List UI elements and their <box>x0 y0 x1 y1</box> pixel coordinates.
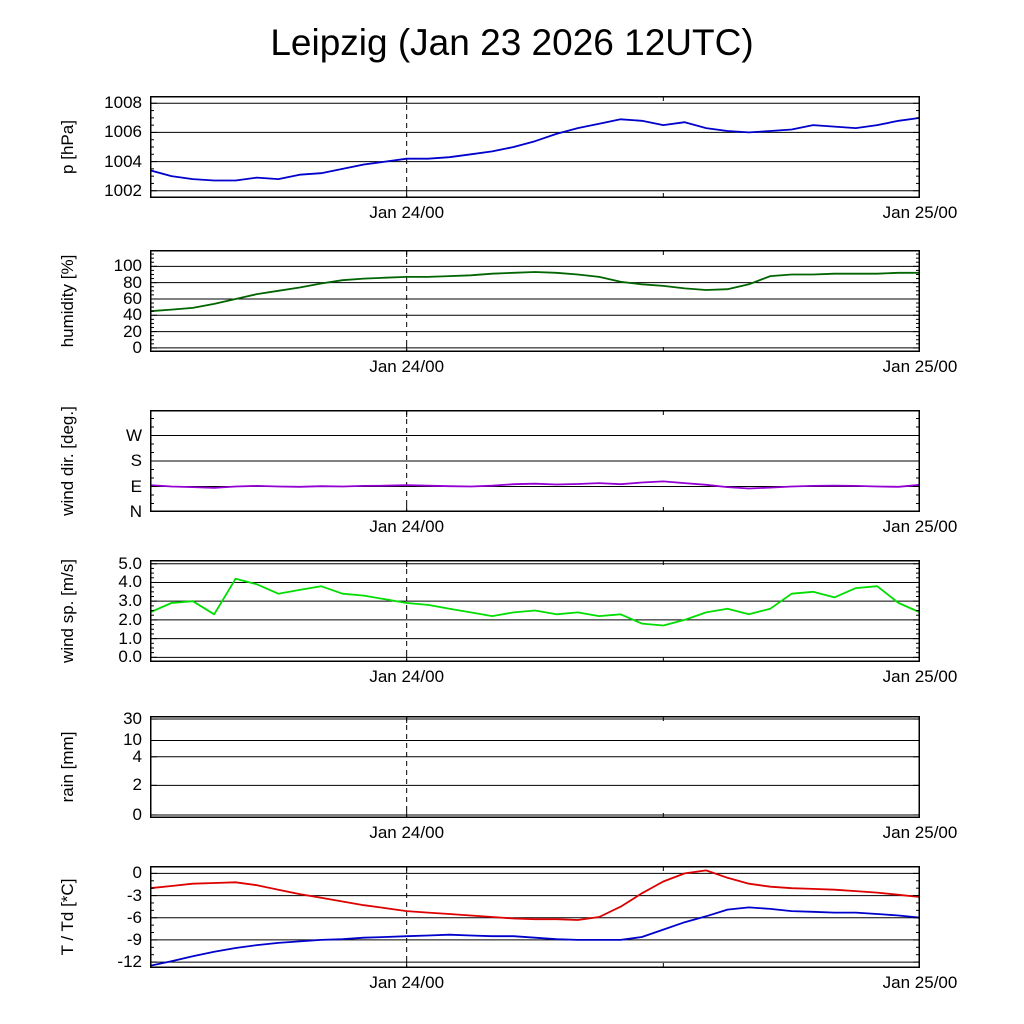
x-tick-label-jan25: Jan 25/00 <box>882 973 958 992</box>
y-tick-label: 1004 <box>104 151 142 171</box>
x-tick-label-jan25: Jan 25/00 <box>882 357 958 376</box>
pressure-series <box>150 117 920 182</box>
temperature-series <box>150 869 920 967</box>
humidity-grid <box>150 265 920 349</box>
x-tick-label-jan25: Jan 25/00 <box>882 517 958 536</box>
y-tick-label: 4.0 <box>118 572 142 592</box>
y-tick-label: 0 <box>132 863 142 883</box>
y-tick-label: N <box>129 502 142 521</box>
y-tick-label: 3.0 <box>118 591 142 611</box>
wind-speed-grid <box>150 563 920 658</box>
panel-temperature: T / Td [*C] 0 -3 -6 -9 -12 Jan 24/00 Jan 25/… <box>0 863 1024 992</box>
x-tick-label-jan24: Jan 24/00 <box>369 823 445 842</box>
x-tick-label-jan25: Jan 25/00 <box>882 823 958 842</box>
y-axis-tick-labels-humidity: 0 20 40 60 80 100 <box>0 250 144 356</box>
y-tick-label: 60 <box>123 288 142 308</box>
y-tick-label: W <box>125 425 142 445</box>
y-tick-label: 1002 <box>104 180 142 200</box>
dewpoint-line <box>150 906 920 967</box>
y-axis-tick-labels-temperature: 0 -3 -6 -9 -12 <box>0 863 144 972</box>
x-axis-tick-labels: Jan 24/00 Jan 25/00 <box>150 973 957 995</box>
humidity-border <box>150 250 920 352</box>
humidity-line <box>150 271 920 313</box>
humidity-ticks <box>150 250 920 352</box>
y-tick-label: 80 <box>123 272 142 292</box>
y-tick-label: 2.0 <box>118 609 142 629</box>
y-tick-label: 1008 <box>104 93 142 113</box>
temperature-plot <box>150 866 920 968</box>
y-tick-label: 4 <box>132 746 142 766</box>
y-tick-label: 1006 <box>104 122 142 142</box>
y-axis-tick-labels-rain: 0 2 4 10 30 <box>0 710 144 823</box>
y-tick-label: -9 <box>126 929 142 949</box>
y-tick-label: 100 <box>113 256 142 276</box>
y-tick-label: 0.0 <box>118 647 142 667</box>
temperature-line <box>150 869 920 921</box>
y-tick-label: -3 <box>126 885 142 905</box>
wind-speed-line <box>150 577 920 627</box>
y-tick-label: 1.0 <box>118 628 142 648</box>
rain-border <box>150 716 920 818</box>
x-tick-label-jan25: Jan 25/00 <box>882 667 958 686</box>
y-tick-label: 30 <box>123 709 142 729</box>
y-axis-tick-labels-wind-speed: 0.0 1.0 2.0 3.0 4.0 5.0 <box>0 555 144 667</box>
x-tick-label-jan24: Jan 24/00 <box>369 357 445 376</box>
x-tick-label-jan25: Jan 25/00 <box>882 203 958 222</box>
rain-ticks <box>150 716 920 818</box>
x-tick-label-jan24: Jan 24/00 <box>369 203 445 222</box>
x-tick-label-jan24: Jan 24/00 <box>369 667 445 686</box>
x-tick-label-jan24: Jan 24/00 <box>369 517 445 536</box>
rain-grid <box>150 718 920 816</box>
wind-direction-grid <box>150 435 920 487</box>
rain-plot <box>150 716 920 818</box>
humidity-series <box>150 271 920 313</box>
y-tick-label: S <box>130 451 142 470</box>
x-axis-tick-labels: Jan 24/00 Jan 25/00 <box>150 517 957 539</box>
pressure-line <box>150 117 920 182</box>
y-tick-label: 2 <box>132 775 142 795</box>
y-tick-label: 40 <box>123 305 142 325</box>
humidity-plot <box>150 250 920 352</box>
wind-direction-line <box>150 480 920 490</box>
wind-speed-plot <box>150 560 920 662</box>
y-tick-label: 10 <box>123 730 142 750</box>
wind-direction-plot <box>150 410 920 512</box>
panel-rain: rain [mm] 0 2 4 10 30 Jan 24/00 Jan 25/00 <box>0 710 1024 842</box>
pressure-plot <box>150 96 920 198</box>
temperature-ticks <box>150 866 920 968</box>
y-tick-label: -12 <box>117 952 142 972</box>
y-tick-label: 20 <box>123 321 142 341</box>
temperature-grid <box>150 872 920 963</box>
y-tick-label: 0 <box>132 337 142 357</box>
x-tick-label-jan24: Jan 24/00 <box>369 973 445 992</box>
x-axis-tick-labels: Jan 24/00 Jan 25/00 <box>150 667 957 689</box>
y-axis-tick-labels-pressure: 1002 1004 1006 1008 <box>0 93 144 200</box>
panel-wind-speed: wind sp. [m/s] 0.0 1.0 2.0 3.0 4.0 5.0 Jan 24… <box>0 555 1024 686</box>
y-tick-label: E <box>130 476 142 496</box>
wind-direction-border <box>150 410 920 512</box>
wind-speed-series <box>150 577 920 627</box>
chart-title: Leipzig (Jan 23 2026 12UTC) <box>270 22 754 63</box>
x-axis-tick-labels: Jan 24/00 Jan 25/00 <box>150 203 957 225</box>
x-axis-tick-labels: Jan 24/00 Jan 25/00 <box>150 823 957 845</box>
temperature-border <box>150 866 920 968</box>
panel-pressure: p [hPa] 1002 1004 1006 1008 Jan 24/00 Jan 2… <box>0 93 1024 222</box>
panel-humidity: humidity [%] 0 20 40 60 80 100 Jan 24/00 Jan … <box>0 250 1024 376</box>
x-axis-tick-labels: Jan 24/00 Jan 25/00 <box>150 357 957 379</box>
y-tick-label: 0 <box>132 804 142 824</box>
wind-speed-border <box>150 560 920 662</box>
pressure-ticks <box>150 96 920 198</box>
pressure-grid <box>150 102 920 192</box>
pressure-border <box>150 96 920 198</box>
y-tick-label: -6 <box>126 907 142 927</box>
y-tick-label: 5.0 <box>118 553 142 573</box>
wind-direction-series <box>150 480 920 490</box>
